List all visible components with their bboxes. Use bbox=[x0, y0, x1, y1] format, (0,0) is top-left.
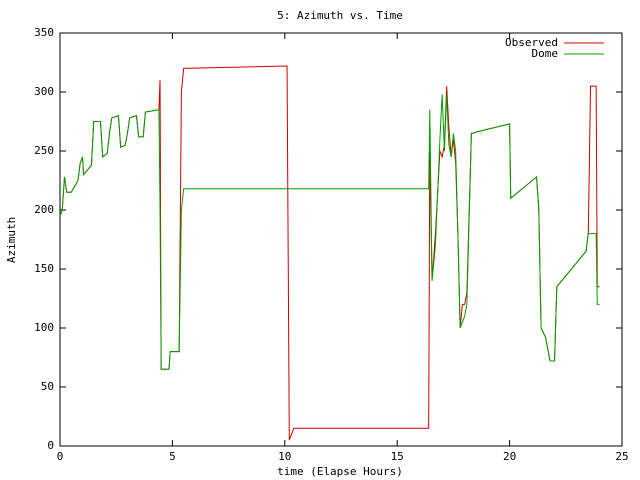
y-tick-label: 350 bbox=[34, 26, 54, 39]
y-tick-label: 0 bbox=[47, 439, 54, 452]
x-tick-label: 10 bbox=[278, 450, 291, 463]
y-tick-label: 250 bbox=[34, 144, 54, 157]
chart-title: 5: Azimuth vs. Time bbox=[277, 9, 403, 22]
x-tick-label: 0 bbox=[57, 450, 64, 463]
legend-label: Dome bbox=[532, 47, 559, 60]
y-axis-label: Azimuth bbox=[5, 217, 18, 263]
y-tick-label: 300 bbox=[34, 85, 54, 98]
y-tick-label: 200 bbox=[34, 203, 54, 216]
plot-frame bbox=[59, 32, 623, 447]
x-tick-label: 5 bbox=[169, 450, 176, 463]
legend-label: Observed bbox=[505, 36, 558, 49]
x-tick-label: 25 bbox=[615, 450, 628, 463]
y-tick-label: 100 bbox=[34, 321, 54, 334]
y-tick-label: 50 bbox=[41, 380, 54, 393]
x-tick-label: 15 bbox=[391, 450, 404, 463]
x-tick-label: 20 bbox=[503, 450, 516, 463]
y-tick-label: 150 bbox=[34, 262, 54, 275]
x-axis-label: time (Elapse Hours) bbox=[277, 465, 403, 478]
data-line bbox=[59, 94, 600, 370]
